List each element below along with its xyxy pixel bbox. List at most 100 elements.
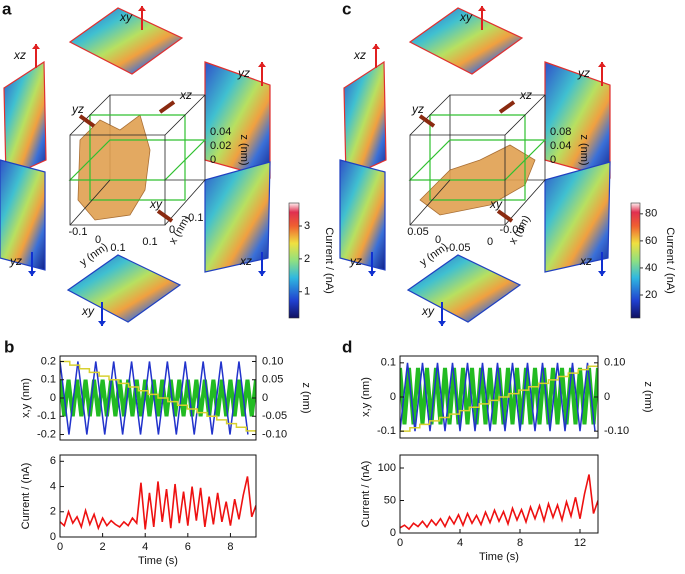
x-tick-label: 4 xyxy=(142,541,148,553)
box-label: yz xyxy=(71,102,84,116)
plane xyxy=(429,114,526,201)
y-tick-label: 100 xyxy=(378,462,396,474)
view-label: xy xyxy=(81,304,95,318)
x-tick-label: 0 xyxy=(57,541,63,553)
view-label: yz xyxy=(349,254,362,268)
y-tick-label: -0.2 xyxy=(37,428,56,440)
view-label: xy xyxy=(459,10,473,24)
x-tick-label: 0 xyxy=(169,224,175,236)
x-tick-label: 8 xyxy=(517,537,523,549)
colorbar-tick-label: 80 xyxy=(645,208,657,220)
y-tick-label: 0 xyxy=(435,234,441,246)
view-label: yz xyxy=(9,254,22,268)
box-edge xyxy=(409,94,451,136)
arrow-head xyxy=(138,6,146,11)
y-tick-label: -0.1 xyxy=(377,425,396,437)
colorbar xyxy=(630,202,641,319)
y2-axis-label: z (nm) xyxy=(642,381,654,412)
x-tick-label: 12 xyxy=(574,537,586,549)
density-blob xyxy=(77,114,151,221)
x-tick-label: 6 xyxy=(185,541,191,553)
view-label: xz xyxy=(239,254,252,268)
z-tick-label: 0.04 xyxy=(210,126,231,138)
view-label: xz xyxy=(579,254,592,268)
projection-map xyxy=(343,60,387,179)
data-line xyxy=(60,360,256,435)
x-axis-label: Time (s) xyxy=(479,551,519,563)
y2-tick-label: 0 xyxy=(604,391,610,403)
z-tick-label: 0 xyxy=(550,154,556,166)
box-edge xyxy=(69,179,111,226)
box-edge xyxy=(504,94,546,136)
view-label: xz xyxy=(13,48,26,62)
arrow-head xyxy=(258,271,266,276)
box-label: xy xyxy=(489,197,503,211)
box-edge xyxy=(164,179,206,226)
y-tick-label: 50 xyxy=(384,494,396,506)
y-tick-label: -0.1 xyxy=(69,226,88,238)
arrow-head xyxy=(28,271,36,276)
arrow xyxy=(498,100,516,114)
box-edge xyxy=(504,179,546,226)
y-axis-label: Current / (nA) xyxy=(20,463,32,530)
plot-frame xyxy=(59,454,257,538)
view-label: yz xyxy=(237,66,250,80)
projection-map xyxy=(408,7,524,75)
data-line xyxy=(60,361,249,435)
x-tick-label: 0 xyxy=(397,537,403,549)
colorbar-label: Current / (nA) xyxy=(323,227,335,294)
box-label: xy xyxy=(149,197,163,211)
projection-map xyxy=(204,161,271,273)
arrow-head xyxy=(32,44,40,49)
z-tick-label: 0.08 xyxy=(550,126,571,138)
z-tick-label: 0.04 xyxy=(550,140,571,152)
colorbar-tick-label: 20 xyxy=(645,289,657,301)
x-tick-label: 8 xyxy=(227,541,233,553)
arrow-head xyxy=(478,6,486,11)
colorbar-tick-label: 3 xyxy=(304,220,310,232)
arrow-head xyxy=(368,271,376,276)
box-edge xyxy=(409,179,451,226)
panel-letter: d xyxy=(342,337,352,356)
z-tick-label: 0 xyxy=(210,154,216,166)
y2-tick-label: -0.10 xyxy=(262,428,287,440)
z-axis-label: z (nm) xyxy=(578,134,590,165)
y-tick-label: 0 xyxy=(50,531,56,543)
arrow xyxy=(496,209,514,223)
y-tick-label: 0.1 xyxy=(41,374,56,386)
panel-letter: b xyxy=(4,337,14,356)
y-tick-label: 2 xyxy=(50,506,56,518)
arrow-head xyxy=(98,321,106,326)
projection-map xyxy=(406,254,522,323)
arrow-head xyxy=(438,321,446,326)
data-line xyxy=(400,362,596,432)
y2-tick-label: -0.05 xyxy=(262,410,287,422)
x-tick-label: 4 xyxy=(457,537,463,549)
y2-tick-label: 0 xyxy=(262,392,268,404)
y2-tick-label: 0.10 xyxy=(262,355,283,367)
view-label: yz xyxy=(577,66,590,80)
box-label: yz xyxy=(411,102,424,116)
arrow-head xyxy=(258,62,266,67)
y-tick-label: 0.05 xyxy=(407,226,428,238)
x-tick-label: -0.05 xyxy=(499,224,524,236)
arrow xyxy=(418,114,436,128)
colorbar-tick-label: 60 xyxy=(645,235,657,247)
arrow xyxy=(156,209,174,223)
plane xyxy=(89,114,186,201)
y2-tick-label: 0.05 xyxy=(262,374,283,386)
data-line xyxy=(60,476,256,531)
colorbar-tick-label: 1 xyxy=(304,286,310,298)
plane xyxy=(68,139,207,181)
y-tick-label: 0 xyxy=(50,392,56,404)
panel-letter: c xyxy=(342,0,351,18)
plot-frame xyxy=(399,454,599,534)
x-tick-label: -0.1 xyxy=(185,212,204,224)
x-axis-label: Time (s) xyxy=(138,555,178,567)
y2-tick-label: -0.10 xyxy=(604,425,629,437)
arrow xyxy=(158,100,176,114)
projection-map xyxy=(66,254,182,323)
x-tick-label: 0 xyxy=(487,236,493,248)
